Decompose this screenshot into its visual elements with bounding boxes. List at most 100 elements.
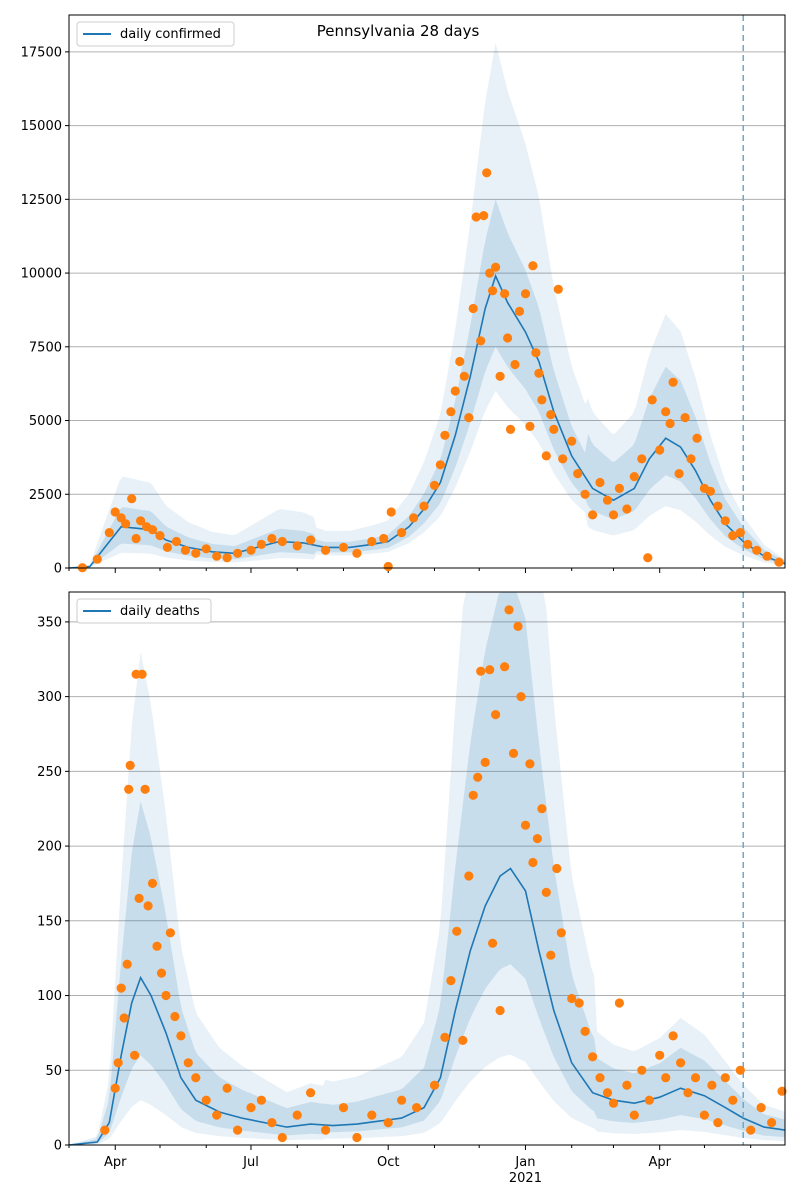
data-point bbox=[352, 1132, 362, 1143]
data-point bbox=[614, 998, 625, 1008]
plot-frame bbox=[68, 591, 786, 1146]
data-point bbox=[680, 413, 690, 423]
data-point bbox=[602, 1088, 613, 1098]
data-point bbox=[629, 472, 639, 482]
data-point bbox=[508, 748, 519, 759]
data-point bbox=[495, 371, 505, 381]
data-point bbox=[505, 424, 516, 434]
data-point bbox=[479, 211, 489, 221]
plot-frame bbox=[68, 14, 786, 569]
data-point bbox=[720, 516, 730, 526]
data-point bbox=[546, 950, 556, 960]
data-point bbox=[661, 1073, 671, 1083]
data-point bbox=[713, 1118, 723, 1128]
data-point bbox=[537, 395, 547, 405]
data-point bbox=[429, 480, 440, 490]
data-point bbox=[379, 533, 389, 544]
data-point bbox=[514, 306, 525, 316]
data-point bbox=[397, 528, 407, 538]
y-tick-label: 250 bbox=[37, 765, 62, 780]
data-point bbox=[292, 1110, 302, 1120]
data-point bbox=[525, 759, 535, 769]
data-point bbox=[143, 901, 153, 911]
data-point bbox=[735, 528, 745, 538]
data-point bbox=[352, 548, 362, 558]
data-point bbox=[471, 212, 481, 222]
data-point bbox=[134, 893, 144, 904]
data-point bbox=[292, 541, 302, 551]
data-point bbox=[321, 1125, 331, 1135]
data-point bbox=[655, 445, 665, 455]
data-point bbox=[222, 553, 232, 563]
data-point bbox=[100, 1125, 110, 1135]
data-point bbox=[435, 460, 445, 470]
data-point bbox=[191, 548, 201, 558]
data-point bbox=[728, 1095, 738, 1105]
data-point bbox=[119, 1013, 129, 1023]
outer-uncertainty-band bbox=[69, 43, 785, 568]
data-point bbox=[629, 1110, 639, 1120]
data-point bbox=[746, 1125, 756, 1135]
x-tick-label: Jul bbox=[242, 1155, 259, 1170]
data-point bbox=[643, 553, 653, 563]
data-point bbox=[735, 1065, 745, 1075]
data-point bbox=[212, 551, 222, 561]
daily-deaths-panel: 0 50 100 150 200 250 300 350 Apr Jul Oct Jan Apr 2021… bbox=[37, 591, 787, 1186]
data-point bbox=[500, 289, 510, 299]
data-point bbox=[580, 1026, 590, 1036]
data-point bbox=[122, 959, 132, 969]
data-point bbox=[233, 1125, 243, 1135]
data-point bbox=[588, 1052, 598, 1062]
y-tick-label: 12500 bbox=[21, 193, 62, 208]
data-point bbox=[553, 284, 563, 294]
data-point bbox=[412, 1103, 422, 1113]
legend: daily deaths bbox=[76, 598, 212, 624]
data-point bbox=[464, 413, 474, 423]
data-point bbox=[528, 261, 538, 271]
legend: daily confirmed bbox=[76, 21, 235, 47]
data-point bbox=[246, 545, 256, 555]
data-point bbox=[137, 669, 147, 679]
data-point bbox=[458, 1035, 468, 1045]
data-point bbox=[176, 1031, 186, 1041]
data-point bbox=[637, 454, 647, 464]
data-point bbox=[446, 407, 456, 417]
data-point bbox=[661, 407, 671, 417]
y-tick-label: 10000 bbox=[21, 267, 62, 282]
data-point bbox=[136, 516, 146, 526]
chart-title: Pennsylvania 28 days bbox=[317, 22, 480, 40]
data-point bbox=[267, 1118, 277, 1128]
data-point bbox=[668, 377, 678, 387]
x-tick-label: Apr bbox=[648, 1155, 671, 1170]
data-point bbox=[537, 804, 547, 814]
data-point bbox=[124, 784, 134, 794]
data-point bbox=[503, 333, 513, 343]
data-point bbox=[686, 454, 696, 464]
legend-label: daily confirmed bbox=[120, 27, 221, 42]
data-point bbox=[485, 268, 495, 278]
data-point bbox=[699, 1110, 710, 1120]
data-point bbox=[690, 1073, 701, 1083]
y-tick-label: 200 bbox=[37, 840, 62, 855]
data-point bbox=[212, 1110, 222, 1120]
data-point bbox=[201, 544, 211, 554]
data-point bbox=[147, 878, 158, 889]
data-point bbox=[130, 1050, 140, 1060]
x-tick-label: Apr bbox=[104, 1155, 127, 1170]
data-point bbox=[367, 1110, 377, 1120]
data-point bbox=[580, 489, 590, 499]
data-point bbox=[306, 535, 316, 545]
data-point bbox=[440, 1032, 450, 1042]
data-point bbox=[452, 926, 462, 936]
data-point bbox=[383, 561, 393, 572]
data-point bbox=[482, 168, 492, 178]
data-point bbox=[338, 1103, 349, 1113]
data-point bbox=[256, 1095, 266, 1105]
data-point bbox=[191, 1073, 201, 1083]
data-point bbox=[491, 710, 501, 720]
data-point bbox=[429, 1080, 440, 1090]
data-point bbox=[549, 424, 559, 434]
data-point bbox=[488, 286, 498, 296]
data-point bbox=[692, 433, 702, 443]
